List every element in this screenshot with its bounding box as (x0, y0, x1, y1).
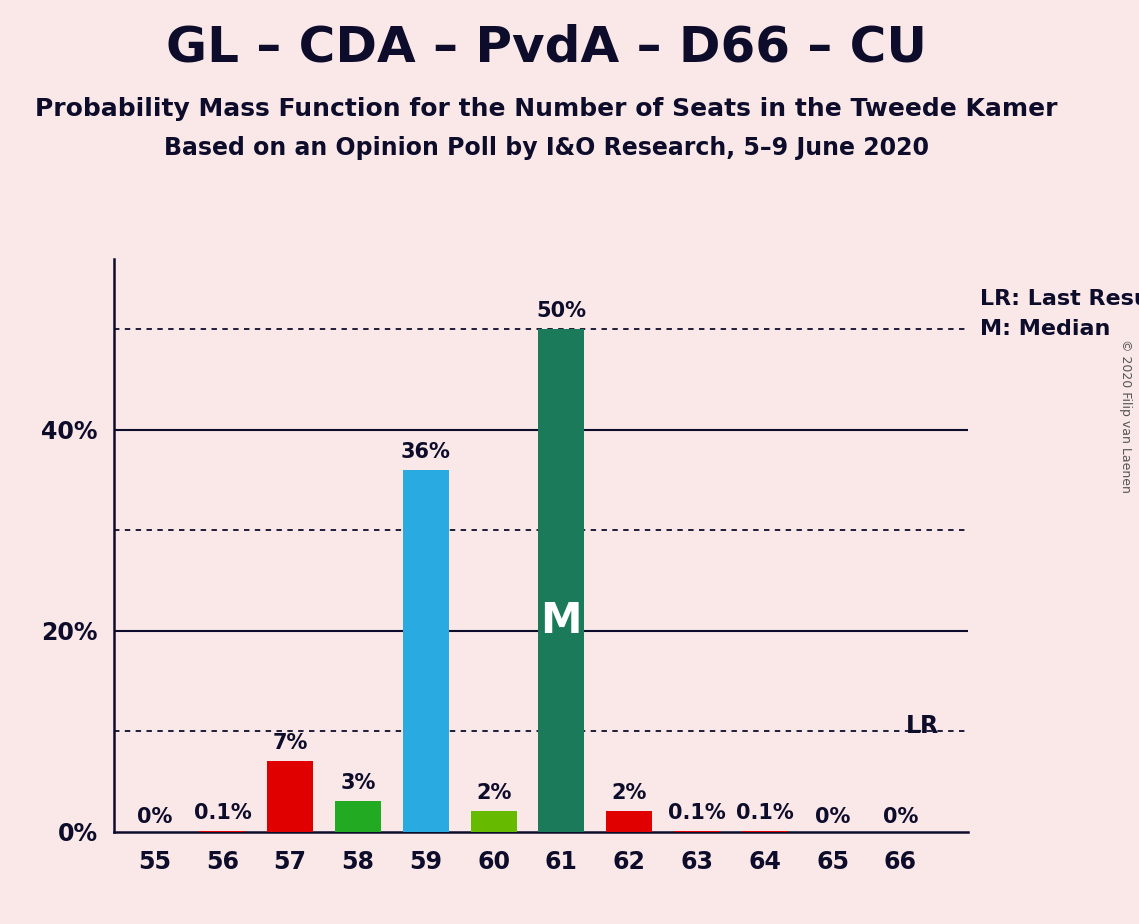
Text: 36%: 36% (401, 442, 451, 462)
Text: 0%: 0% (883, 807, 918, 827)
Text: 50%: 50% (536, 301, 587, 321)
Bar (539, 329, 584, 832)
Text: LR: LR (906, 714, 940, 738)
Text: 2%: 2% (476, 784, 511, 804)
Bar (741, 831, 788, 832)
Text: 2%: 2% (612, 784, 647, 804)
Text: 0.1%: 0.1% (669, 803, 726, 822)
Text: LR: Last Result: LR: Last Result (980, 289, 1139, 309)
Text: 0.1%: 0.1% (194, 803, 252, 822)
Bar (606, 811, 653, 832)
Bar (403, 469, 449, 832)
Bar (199, 831, 245, 832)
Text: Probability Mass Function for the Number of Seats in the Tweede Kamer: Probability Mass Function for the Number… (35, 97, 1058, 121)
Text: 0%: 0% (137, 807, 172, 827)
Text: 0.1%: 0.1% (736, 803, 794, 822)
Text: M: M (541, 600, 582, 641)
Bar (268, 761, 313, 832)
Text: 0%: 0% (814, 807, 850, 827)
Text: M: Median: M: Median (980, 319, 1109, 339)
Text: 3%: 3% (341, 773, 376, 794)
Text: 7%: 7% (272, 734, 308, 753)
Bar (470, 811, 517, 832)
Text: © 2020 Filip van Laenen: © 2020 Filip van Laenen (1118, 339, 1132, 492)
Text: GL – CDA – PvdA – D66 – CU: GL – CDA – PvdA – D66 – CU (166, 23, 927, 71)
Bar (674, 831, 720, 832)
Bar (335, 801, 382, 832)
Text: Based on an Opinion Poll by I&O Research, 5–9 June 2020: Based on an Opinion Poll by I&O Research… (164, 136, 929, 160)
